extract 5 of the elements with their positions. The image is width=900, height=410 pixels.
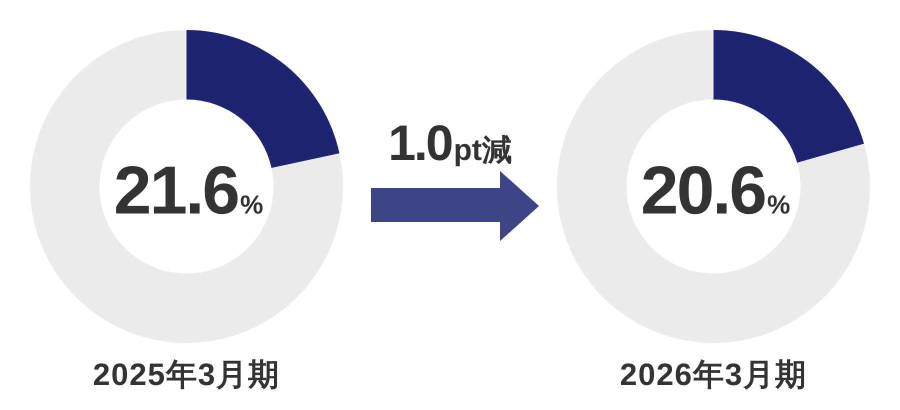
text: 20.6% bbox=[640, 152, 790, 228]
text: 21.6% bbox=[114, 152, 264, 228]
text: 1.0pt減 bbox=[388, 115, 512, 171]
text: 2026年3月期 bbox=[620, 357, 808, 392]
text: 2025年3月期 bbox=[92, 357, 280, 392]
